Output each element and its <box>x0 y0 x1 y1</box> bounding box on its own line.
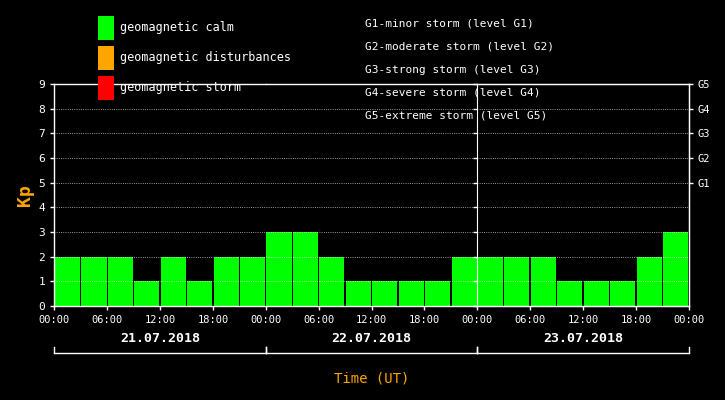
Bar <box>637 257 662 306</box>
Bar <box>610 281 635 306</box>
Bar <box>452 257 476 306</box>
Bar <box>478 257 503 306</box>
Bar <box>81 257 107 306</box>
Bar <box>161 257 186 306</box>
Text: 21.07.2018: 21.07.2018 <box>120 332 200 344</box>
Bar <box>372 281 397 306</box>
Bar <box>558 281 582 306</box>
Bar <box>584 281 609 306</box>
Text: G3-strong storm (level G3): G3-strong storm (level G3) <box>365 65 540 74</box>
Text: 22.07.2018: 22.07.2018 <box>331 332 412 344</box>
Text: geomagnetic disturbances: geomagnetic disturbances <box>120 52 291 64</box>
Bar <box>240 257 265 306</box>
Bar <box>663 232 688 306</box>
Bar <box>319 257 344 306</box>
Bar <box>531 257 556 306</box>
Text: 23.07.2018: 23.07.2018 <box>543 332 623 344</box>
Bar <box>399 281 424 306</box>
Text: G5-extreme storm (level G5): G5-extreme storm (level G5) <box>365 110 547 120</box>
Bar <box>689 232 715 306</box>
Bar <box>55 257 80 306</box>
Text: G4-severe storm (level G4): G4-severe storm (level G4) <box>365 88 540 98</box>
Bar <box>108 257 133 306</box>
Text: Time (UT): Time (UT) <box>334 371 409 385</box>
Text: G2-moderate storm (level G2): G2-moderate storm (level G2) <box>365 42 554 52</box>
Bar <box>293 232 318 306</box>
Bar <box>214 257 239 306</box>
Bar <box>425 281 450 306</box>
Text: geomagnetic calm: geomagnetic calm <box>120 22 233 34</box>
Text: geomagnetic storm: geomagnetic storm <box>120 82 241 94</box>
Bar <box>505 257 529 306</box>
Bar <box>267 232 291 306</box>
Bar <box>187 281 212 306</box>
Text: G1-minor storm (level G1): G1-minor storm (level G1) <box>365 19 534 29</box>
Bar <box>346 281 371 306</box>
Y-axis label: Kp: Kp <box>17 184 34 206</box>
Bar <box>134 281 160 306</box>
